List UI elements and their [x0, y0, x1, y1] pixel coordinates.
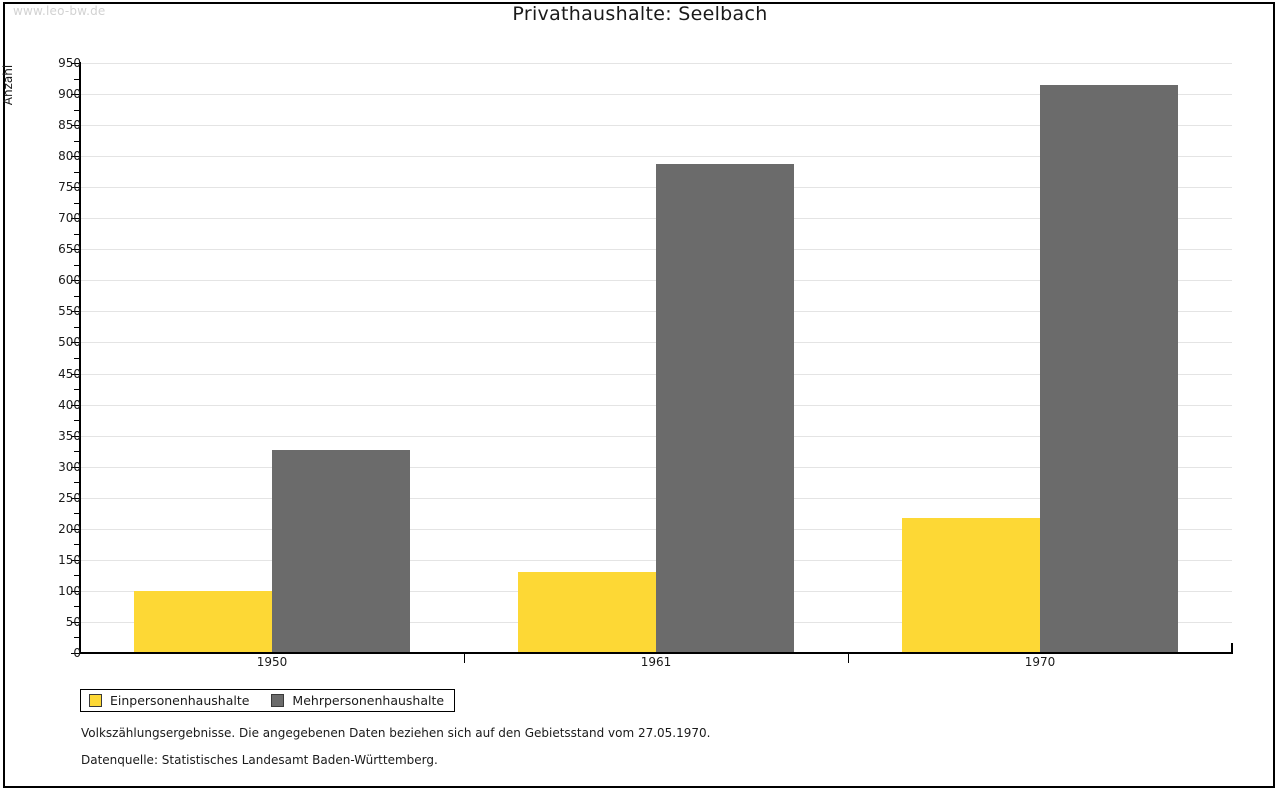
y-axis-tick [71, 590, 80, 592]
y-axis-tick-label: 900 [58, 87, 81, 102]
footnote-data-source: Datenquelle: Statistisches Landesamt Bad… [81, 753, 438, 767]
y-axis-tick [71, 466, 80, 468]
legend-label: Einpersonenhaushalte [110, 693, 250, 708]
y-axis-minor-tick [74, 171, 80, 173]
y-axis-tick-label: 600 [58, 273, 81, 288]
bar-1950-einpersonenhaushalte[interactable] [134, 590, 272, 653]
y-gridline [80, 125, 1232, 127]
x-axis-tick-label: 1961 [640, 655, 672, 669]
watermark-label: www.leo-bw.de [13, 4, 106, 18]
y-axis-tick [71, 280, 80, 282]
y-axis-minor-tick [74, 544, 80, 546]
plot-area [80, 63, 1232, 653]
y-axis-tick [71, 653, 80, 654]
legend-label: Mehrpersonenhaushalte [292, 693, 445, 708]
y-axis-minor-tick [74, 78, 80, 80]
y-axis-line [79, 62, 81, 654]
y-axis-minor-tick [74, 358, 80, 359]
y-axis-tick [71, 435, 80, 437]
y-axis-tick-label: 300 [58, 459, 81, 474]
y-axis-tick [71, 218, 80, 220]
y-axis-tick-label: 550 [58, 304, 81, 319]
x-axis-tick [848, 654, 849, 663]
y-axis-minor-tick [74, 326, 80, 328]
y-axis-tick [71, 125, 80, 127]
y-axis-tick [71, 621, 80, 623]
y-axis-tick-label: 700 [58, 211, 81, 226]
bar-1950-mehrpersonenhaushalte[interactable] [272, 449, 410, 653]
y-axis-tick [71, 187, 80, 189]
y-axis-minor-tick [74, 575, 80, 577]
y-axis-tick-label: 750 [58, 180, 81, 195]
bar-1961-einpersonenhaushalte[interactable] [518, 571, 656, 653]
footnote-source-note: Volkszählungsergebnisse. Die angegebenen… [81, 726, 711, 740]
y-axis-tick [71, 497, 80, 499]
y-axis-minor-tick [74, 637, 80, 639]
y-axis-minor-tick [74, 295, 80, 297]
y-axis-tick-label: 150 [58, 552, 81, 567]
y-axis-tick [71, 404, 80, 406]
y-axis-minor-tick [74, 109, 80, 111]
y-axis-minor-tick [74, 233, 80, 235]
y-axis-tick-label: 100 [58, 583, 81, 598]
y-axis-tick [71, 156, 80, 158]
bar-1961-mehrpersonenhaushalte[interactable] [656, 163, 794, 653]
y-axis-tick-label: 450 [58, 366, 81, 381]
y-axis-minor-tick [74, 513, 80, 515]
y-axis-tick-label: 250 [58, 490, 81, 505]
legend-item-mehrpersonenhaushalte[interactable]: Mehrpersonenhaushalte [271, 693, 444, 708]
y-axis-tick-label: 350 [58, 428, 81, 443]
y-axis-minor-tick [74, 420, 80, 422]
y-axis-minor-tick [74, 451, 80, 453]
y-axis-tick-label: 650 [58, 242, 81, 257]
y-axis-tick [71, 249, 80, 251]
y-axis-tick-label: 400 [58, 397, 81, 412]
legend-item-einpersonenhaushalte[interactable]: Einpersonenhaushalte [89, 693, 249, 708]
bar-1970-einpersonenhaushalte[interactable] [902, 517, 1040, 653]
y-axis-tick [71, 528, 80, 530]
y-axis-tick [71, 311, 80, 313]
y-gridline [80, 94, 1232, 96]
bar-1970-mehrpersonenhaushalte[interactable] [1040, 84, 1178, 653]
x-axis-tick-label: 1950 [256, 655, 288, 669]
y-axis-minor-tick [74, 202, 80, 204]
y-axis-tick-label: 50 [65, 614, 81, 629]
y-axis-minor-tick [74, 264, 80, 266]
y-axis-tick [71, 559, 80, 561]
y-axis-title: Anzahl [1, 64, 15, 106]
x-axis-tick-label: 1970 [1024, 655, 1056, 669]
y-axis-tick-label: 0 [73, 646, 81, 660]
y-axis-tick-label: 850 [58, 118, 81, 133]
y-axis-minor-tick [74, 606, 80, 608]
y-axis-tick-label: 200 [58, 521, 81, 536]
y-axis-minor-tick [74, 140, 80, 142]
y-axis-tick [71, 94, 80, 96]
y-axis-minor-tick [74, 482, 80, 484]
y-gridline [80, 63, 1232, 64]
y-axis-tick [71, 342, 80, 344]
legend-swatch-icon [271, 694, 285, 707]
x-axis-tick [464, 654, 465, 663]
legend: Einpersonenhaushalte Mehrpersonenhaushal… [80, 689, 456, 712]
y-axis-minor-tick [74, 389, 80, 391]
y-axis-tick-label: 800 [58, 149, 81, 164]
y-axis-tick [71, 63, 80, 64]
y-axis-tick-label: 950 [58, 56, 81, 70]
y-gridline [80, 156, 1232, 158]
legend-swatch-icon [89, 694, 102, 707]
x-axis-end-cap [1231, 643, 1233, 654]
x-axis-line [79, 652, 1233, 654]
y-axis-tick [71, 373, 80, 375]
y-axis-tick-label: 500 [58, 335, 81, 350]
page-title: Privathaushalte: Seelbach [512, 3, 768, 25]
